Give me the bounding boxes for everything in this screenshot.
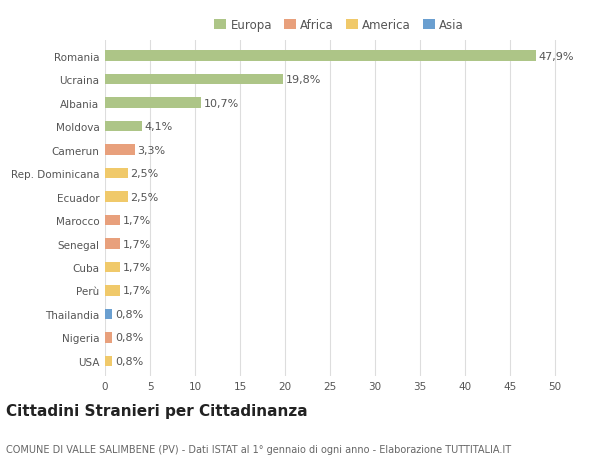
Text: 1,7%: 1,7% xyxy=(123,216,151,225)
Text: 3,3%: 3,3% xyxy=(137,146,166,155)
Bar xyxy=(105,145,134,156)
Bar xyxy=(105,98,202,109)
Text: 2,5%: 2,5% xyxy=(130,169,158,179)
Text: 47,9%: 47,9% xyxy=(539,51,574,62)
Bar xyxy=(105,332,112,343)
Text: COMUNE DI VALLE SALIMBENE (PV) - Dati ISTAT al 1° gennaio di ogni anno - Elabora: COMUNE DI VALLE SALIMBENE (PV) - Dati IS… xyxy=(6,444,511,454)
Text: 1,7%: 1,7% xyxy=(123,286,151,296)
Bar xyxy=(105,192,128,202)
Text: 10,7%: 10,7% xyxy=(204,98,239,108)
Text: 19,8%: 19,8% xyxy=(286,75,321,85)
Bar xyxy=(105,215,120,226)
Text: 4,1%: 4,1% xyxy=(145,122,173,132)
Bar xyxy=(105,51,536,62)
Text: 2,5%: 2,5% xyxy=(130,192,158,202)
Text: 0,8%: 0,8% xyxy=(115,356,143,366)
Text: 1,7%: 1,7% xyxy=(123,263,151,272)
Bar xyxy=(105,285,120,296)
Bar xyxy=(105,262,120,273)
Legend: Europa, Africa, America, Asia: Europa, Africa, America, Asia xyxy=(214,19,464,32)
Bar xyxy=(105,356,112,366)
Text: 1,7%: 1,7% xyxy=(123,239,151,249)
Bar xyxy=(105,309,112,319)
Text: 0,8%: 0,8% xyxy=(115,333,143,343)
Bar xyxy=(105,122,142,132)
Text: 0,8%: 0,8% xyxy=(115,309,143,319)
Bar xyxy=(105,168,128,179)
Bar xyxy=(105,239,120,249)
Text: Cittadini Stranieri per Cittadinanza: Cittadini Stranieri per Cittadinanza xyxy=(6,403,308,419)
Bar xyxy=(105,75,283,85)
